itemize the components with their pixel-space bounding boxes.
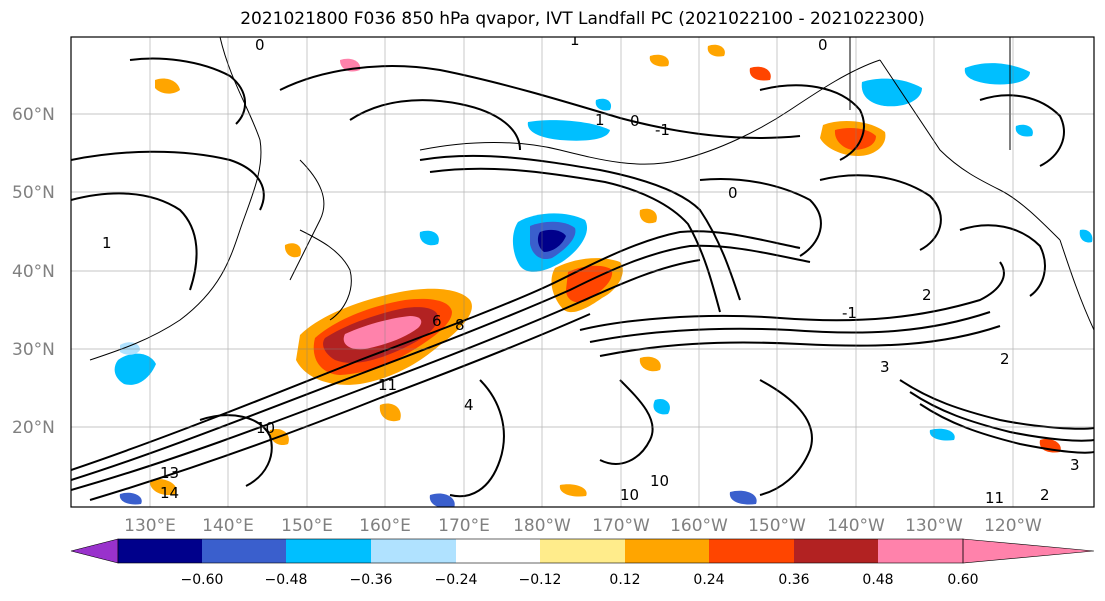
contour-label: 1 (595, 111, 605, 129)
contour-label: -1 (842, 304, 857, 322)
contour-label: 10 (620, 486, 639, 504)
contour-label: 3 (1070, 456, 1080, 474)
latitude-axis: 60°N 50°N 40°N 30°N 20°N (12, 105, 55, 438)
longitude-label: 170°W (592, 516, 650, 536)
colorbar-segment (794, 539, 878, 563)
contour-label: 10 (256, 419, 275, 437)
colorbar-segment (202, 539, 286, 563)
contour-label: 1 (570, 31, 580, 49)
grid (71, 37, 1094, 507)
longitude-label: 130°W (905, 516, 963, 536)
colorbar-tick-label: −0.12 (519, 572, 562, 588)
contour-label: 1 (102, 234, 112, 252)
contour-label: 13 (160, 464, 179, 482)
contour-label: 0 (728, 184, 738, 202)
colorbar-tick-label: 0.36 (778, 572, 809, 588)
contour-label: 11 (378, 376, 397, 394)
colorbar-tick-label: −0.36 (350, 572, 393, 588)
longitude-label: 160°E (359, 516, 411, 536)
contour-label: 11 (985, 489, 1004, 507)
contour-label: 8 (455, 316, 465, 334)
longitude-label: 140°E (202, 516, 254, 536)
contour-label: 10 (650, 472, 669, 490)
contour-label: 0 (255, 36, 265, 54)
longitude-label: 150°W (748, 516, 806, 536)
colorbar: −0.60 −0.48 −0.36 −0.24 −0.12 0.12 0.24 … (70, 538, 1095, 588)
longitude-label: 130°E (124, 516, 176, 536)
ivt-contours (71, 57, 1094, 501)
colorbar-tick-label: −0.60 (181, 572, 224, 588)
longitude-label: 160°W (670, 516, 728, 536)
contour-label-group: 0 1 1 0 -1 1 0 0 2 6 8 4 11 10 13 14 10 … (102, 31, 1080, 507)
map-title: 2021021800 F036 850 hPa qvapor, IVT Land… (240, 9, 925, 29)
colorbar-segment (625, 539, 709, 563)
contour-label: 6 (432, 312, 442, 330)
longitude-label: 180°W (513, 516, 571, 536)
contour-label: 14 (160, 484, 179, 502)
contour-label: 2 (1000, 350, 1010, 368)
colorbar-segment (286, 539, 371, 563)
colorbar-segment (371, 539, 456, 563)
latitude-label: 50°N (12, 183, 55, 203)
colorbar-extend-low (70, 538, 119, 564)
latitude-label: 60°N (12, 105, 55, 125)
colorbar-tick-label: 0.12 (609, 572, 640, 588)
longitude-label: 140°W (827, 516, 885, 536)
colorbar-tick-label: 0.60 (947, 572, 978, 588)
contour-label: 0 (818, 36, 828, 54)
qvapor-shading (114, 44, 1093, 507)
colorbar-tick-label: −0.24 (435, 572, 478, 588)
colorbar-segment (709, 539, 794, 563)
coastlines (89, 37, 1094, 361)
contour-label: -1 (655, 121, 670, 139)
colorbar-segment (456, 539, 540, 563)
contour-label: 2 (1040, 486, 1050, 504)
longitude-label: 150°E (281, 516, 333, 536)
longitude-label: 170°E (438, 516, 490, 536)
colorbar-tick-label: −0.48 (265, 572, 308, 588)
contour-label: 0 (630, 112, 640, 130)
colorbar-segment (878, 539, 963, 563)
contour-label: 4 (464, 396, 474, 414)
colorbar-extend-high (962, 538, 1095, 564)
contour-label: 2 (922, 286, 932, 304)
contour-label: 3 (880, 358, 890, 376)
colorbar-tick-label: 0.48 (862, 572, 893, 588)
longitude-axis: 130°E 140°E 150°E 160°E 170°E 180°W 170°… (124, 516, 1042, 536)
colorbar-segment (118, 539, 202, 563)
latitude-label: 30°N (12, 340, 55, 360)
latitude-label: 20°N (12, 418, 55, 438)
latitude-label: 40°N (12, 262, 55, 282)
map-frame (70, 36, 1095, 508)
colorbar-tick-label: 0.24 (693, 572, 724, 588)
longitude-label: 120°W (984, 516, 1042, 536)
colorbar-segment (540, 539, 625, 563)
